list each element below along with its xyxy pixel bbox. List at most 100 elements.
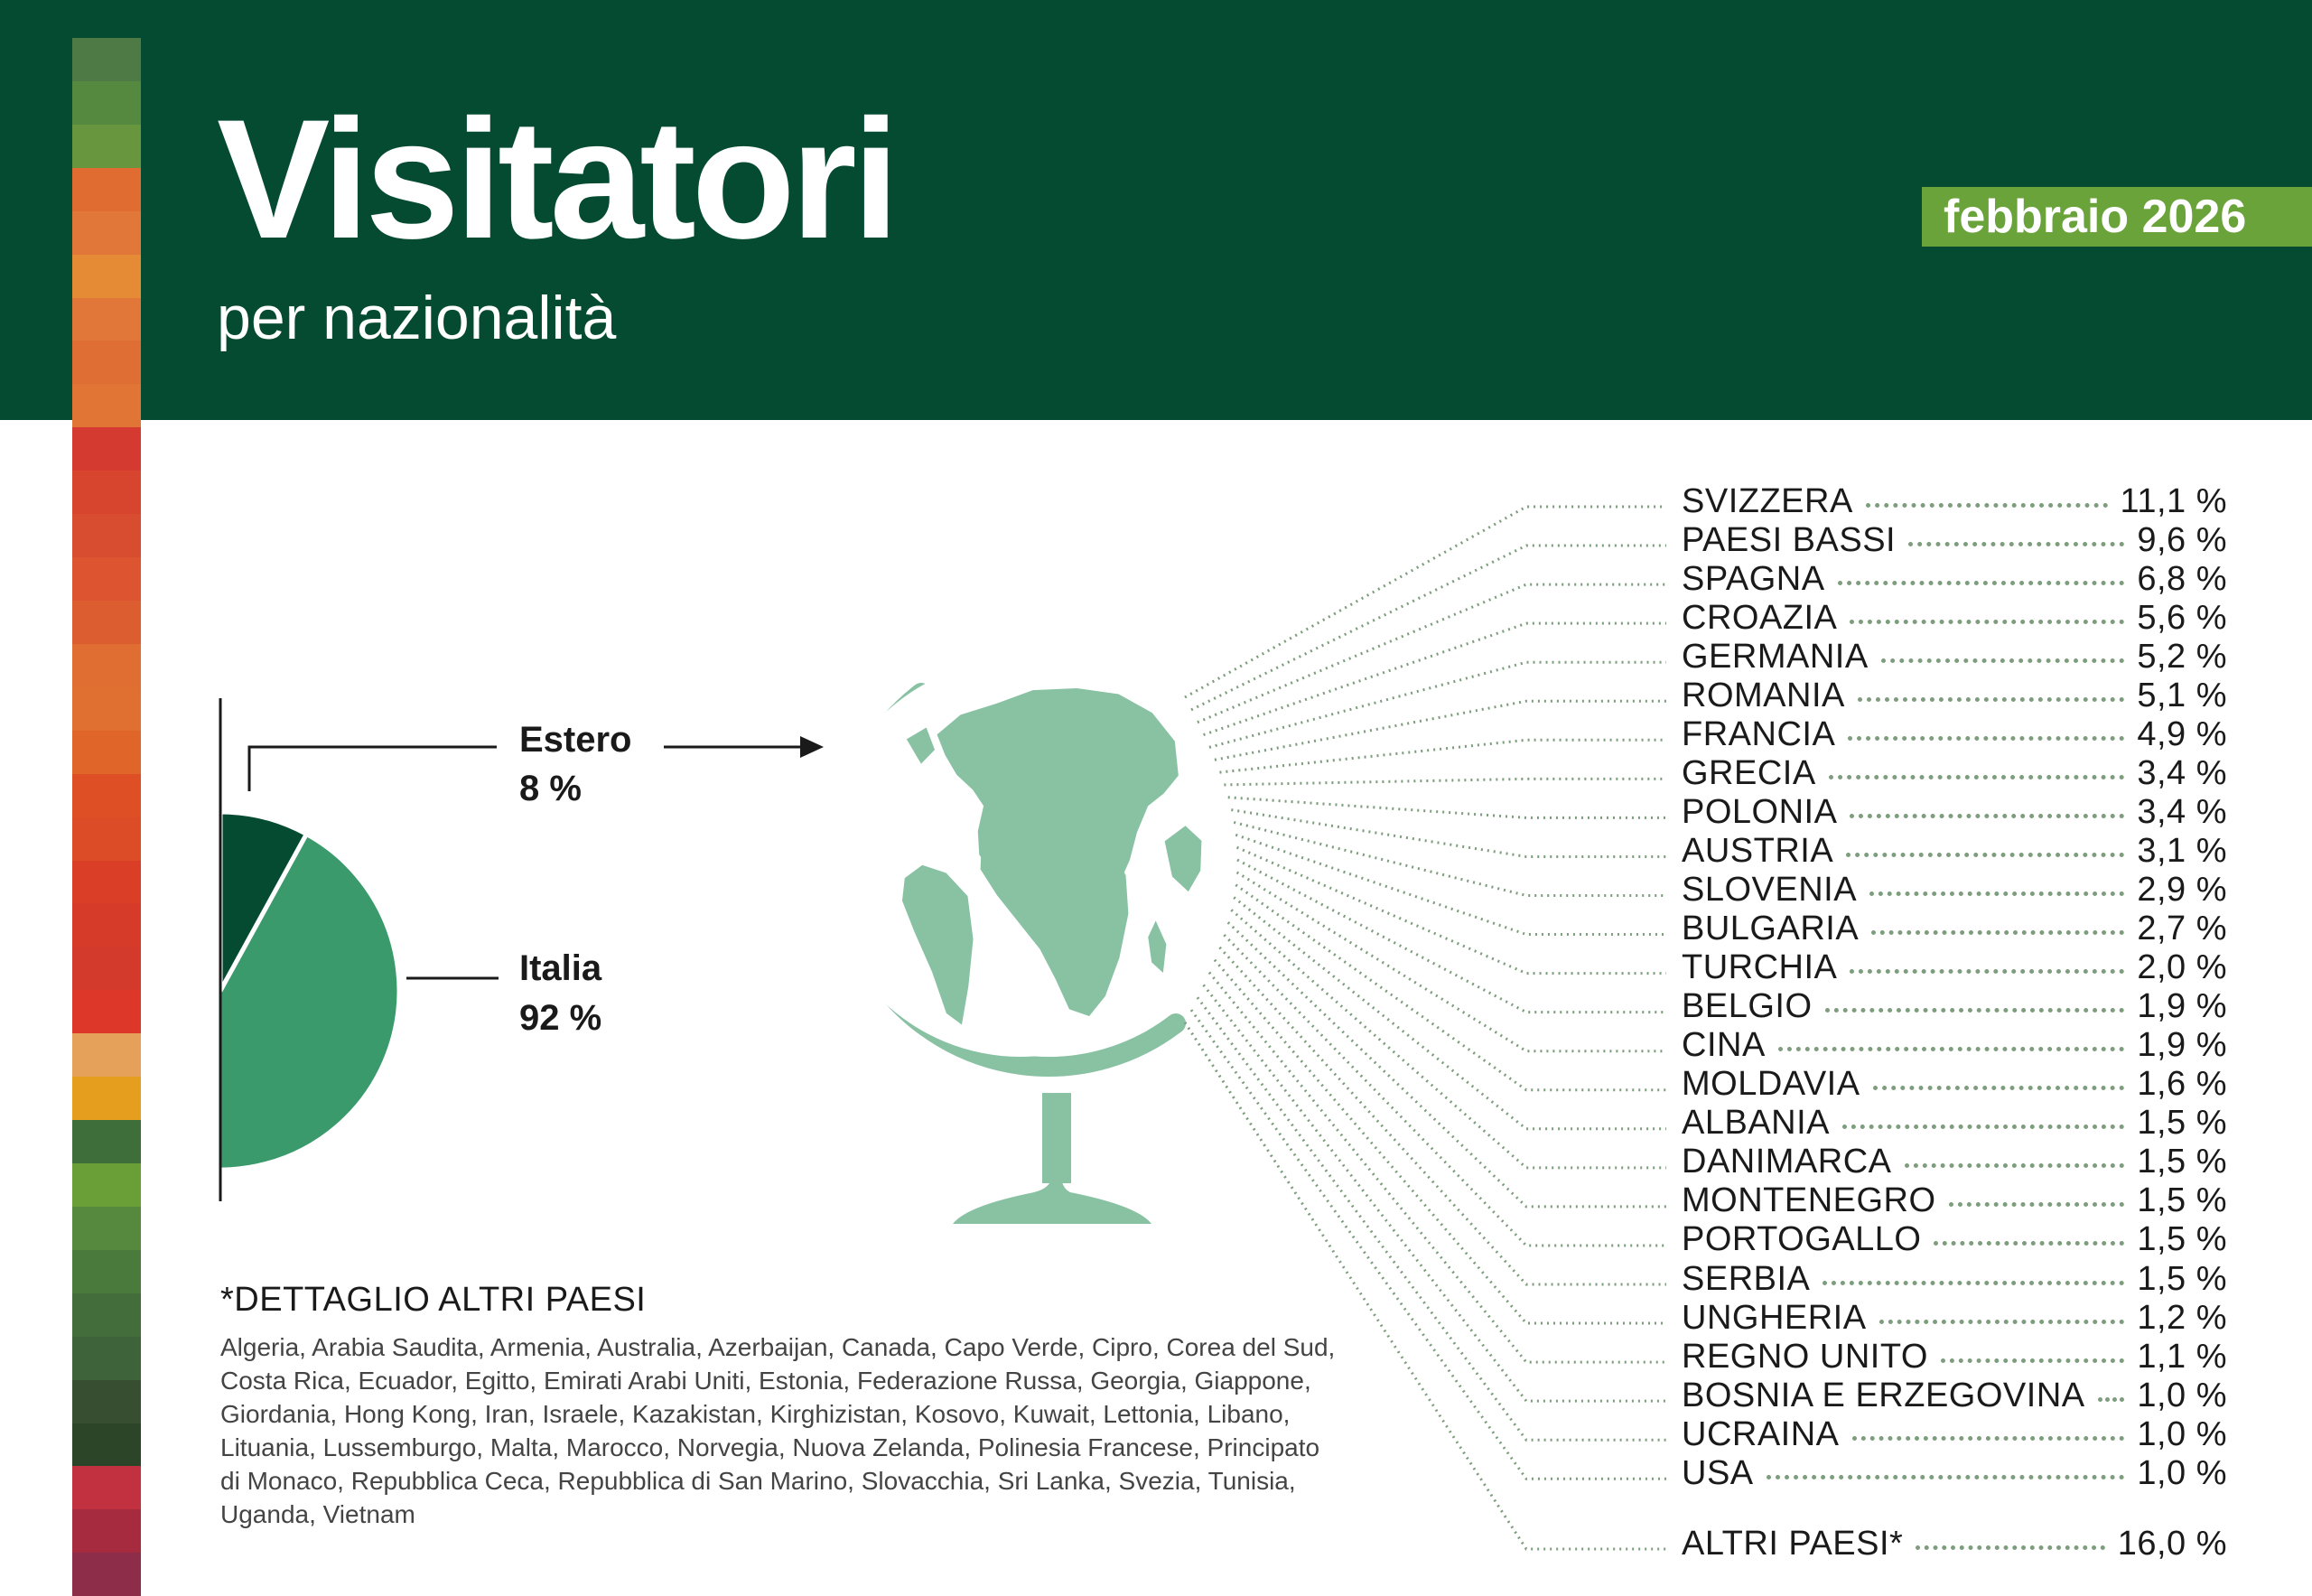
country-row: SVIZZERA 11,1 % [1682, 482, 2227, 520]
connector-line [1235, 871, 1666, 1053]
country-share: 5,1 % [2137, 676, 2227, 714]
country-row: POLONIA 3,4 % [1682, 793, 2227, 831]
country-row: SERBIA 1,5 % [1682, 1260, 2227, 1298]
dot-leader [1842, 1125, 2125, 1130]
country-name: POLONIA [1682, 792, 1838, 831]
dot-leader [1880, 658, 2125, 663]
stripe-segment [72, 471, 141, 515]
connector-line [1233, 821, 1666, 897]
dot-leader [1934, 1241, 2125, 1246]
country-row: MOLDAVIA 1,6 % [1682, 1065, 2227, 1104]
connector-line [1218, 946, 1666, 1286]
dot-leader [1824, 1008, 2125, 1013]
country-row: PAESI BASSI 9,6 % [1682, 521, 2227, 559]
country-row: UCRAINA 1,0 % [1682, 1415, 2227, 1453]
country-share: 1,2 % [2137, 1298, 2227, 1337]
connector-line [1203, 621, 1666, 736]
country-share: 1,5 % [2137, 1220, 2227, 1259]
country-name: GRECIA [1682, 753, 1816, 792]
stripe-segment [72, 1077, 141, 1121]
dot-leader [1857, 696, 2125, 702]
stripe-segment [72, 1206, 141, 1250]
page-subtitle: per nazionalità [217, 284, 617, 352]
dot-leader [1848, 735, 2125, 741]
country-row: REGNO UNITO 1,1 % [1682, 1338, 2227, 1376]
country-row: CROAZIA 5,6 % [1682, 599, 2227, 637]
connector-line [1226, 921, 1666, 1209]
stripe-segment [72, 1509, 141, 1554]
country-name: BULGARIA [1682, 910, 1860, 948]
country-share: 1,9 % [2137, 1026, 2227, 1065]
country-share: 11,1 % [2120, 481, 2227, 520]
header-banner: Visitatori per nazionalità febbraio 2026 [0, 0, 2312, 420]
country-share: 1,5 % [2137, 1181, 2227, 1220]
dot-leader [1940, 1358, 2125, 1363]
connector-line [1233, 896, 1666, 1131]
dot-leader [1948, 1202, 2125, 1208]
country-name: DANIMARCA [1682, 1143, 1892, 1181]
stripe-segment [72, 38, 141, 81]
country-share: 1,1 % [2137, 1337, 2227, 1376]
stripe-segment [72, 1466, 141, 1510]
country-name: TURCHIA [1682, 948, 1838, 987]
globe-icon [822, 659, 1219, 1224]
stripe-segment [72, 990, 141, 1034]
country-share: 2,9 % [2137, 871, 2227, 909]
country-name: GERMANIA [1682, 637, 1869, 676]
dot-leader [1878, 1319, 2125, 1324]
country-row: SPAGNA 6,8 % [1682, 560, 2227, 598]
country-share: 9,6 % [2137, 520, 2227, 559]
stripe-segment [72, 1120, 141, 1163]
dot-leader [1869, 891, 2125, 896]
country-name: SPAGNA [1682, 559, 1825, 598]
stripe-segment [72, 686, 141, 731]
detail-title: *DETTAGLIO ALTRI PAESI [220, 1281, 647, 1319]
dot-leader [1916, 1545, 2105, 1550]
country-name: SLOVENIA [1682, 871, 1858, 909]
stripe-segment [72, 1336, 141, 1380]
country-row: ALTRI PAESI* 16,0 % [1682, 1525, 2227, 1563]
country-row: GERMANIA 5,2 % [1682, 638, 2227, 676]
stripe-segment [72, 254, 141, 298]
stripe-segment [72, 1249, 141, 1293]
dot-leader [1837, 580, 2125, 585]
connector-line [1208, 660, 1666, 749]
stripe-segment [72, 643, 141, 687]
stripe-segment [72, 514, 141, 558]
country-row: CINA 1,9 % [1682, 1026, 2227, 1065]
country-name: BOSNIA E ERZEGOVINA [1682, 1376, 2085, 1414]
page-title: Visitatori [217, 84, 900, 274]
country-row: PORTOGALLO 1,5 % [1682, 1220, 2227, 1259]
country-row: GRECIA 3,4 % [1682, 754, 2227, 792]
stripe-segment [72, 341, 141, 385]
detail-text: Algeria, Arabia Saudita, Armenia, Austra… [220, 1333, 1336, 1528]
stripe-segment [72, 167, 141, 211]
stripe-segment [72, 1423, 141, 1467]
italia-label: Italia [519, 948, 602, 988]
country-row: UNGHERIA 1,2 % [1682, 1299, 2227, 1337]
country-row: DANIMARCA 1,5 % [1682, 1143, 2227, 1181]
dot-leader [1777, 1047, 2125, 1052]
connector-line [1197, 583, 1666, 724]
country-row: SLOVENIA 2,9 % [1682, 871, 2227, 910]
estero-pointer-line [247, 745, 497, 791]
country-name: MOLDAVIA [1682, 1065, 1860, 1104]
country-share: 1,5 % [2137, 1104, 2227, 1143]
connector-line [1223, 934, 1666, 1247]
country-name: ALBANIA [1682, 1104, 1831, 1143]
country-row: AUSTRIA 3,1 % [1682, 832, 2227, 870]
country-name: REGNO UNITO [1682, 1337, 1928, 1376]
country-share: 3,1 % [2137, 831, 2227, 870]
stripe-segment [72, 1293, 141, 1337]
country-name: CROAZIA [1682, 598, 1838, 637]
country-share: 1,0 % [2137, 1376, 2227, 1414]
country-name: FRANCIA [1682, 714, 1836, 753]
country-name: UNGHERIA [1682, 1298, 1867, 1337]
dot-leader [1850, 619, 2125, 624]
country-name: PORTOGALLO [1682, 1220, 1922, 1259]
country-share: 2,7 % [2137, 910, 2227, 948]
country-share: 3,4 % [2137, 753, 2227, 792]
stripe-segment [72, 557, 141, 601]
country-row: MONTENEGRO 1,5 % [1682, 1181, 2227, 1220]
country-share: 2,0 % [2137, 948, 2227, 987]
